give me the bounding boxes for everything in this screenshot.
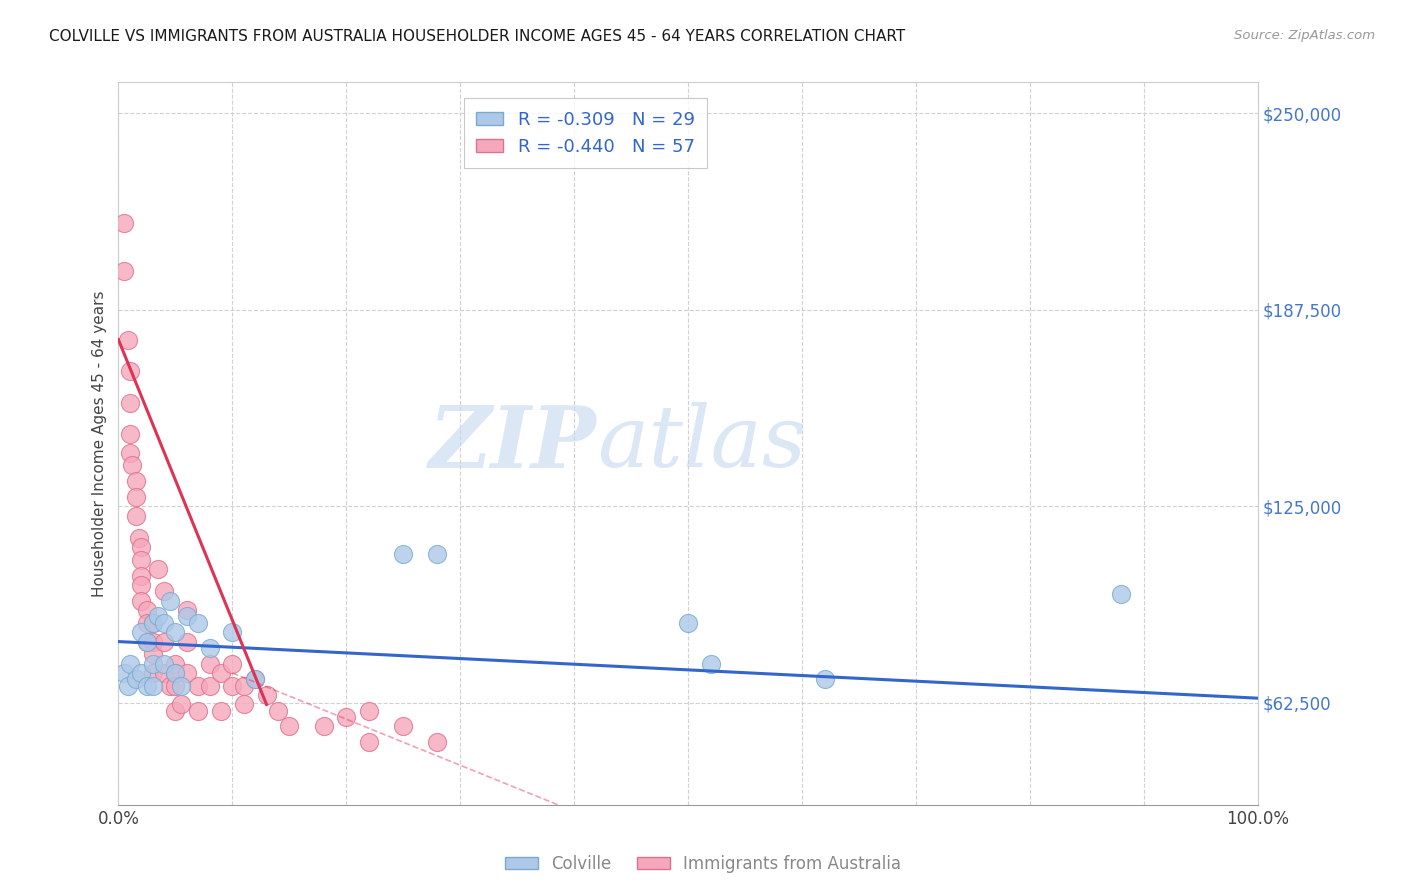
Point: [700, 657, 723, 671]
Point: [278, 719, 301, 733]
Point: [165, 625, 187, 640]
Point: [426, 547, 449, 561]
Point: [129, 568, 152, 582]
Point: [198, 640, 221, 655]
Point: [142, 666, 165, 681]
Point: [426, 735, 449, 749]
Point: [117, 333, 139, 347]
Point: [118, 427, 141, 442]
Point: [118, 657, 141, 671]
Point: [153, 657, 176, 671]
Point: [187, 615, 209, 630]
Point: [159, 593, 181, 607]
Point: [198, 657, 221, 671]
Point: [117, 679, 139, 693]
Point: [118, 364, 141, 378]
Point: [312, 719, 335, 733]
Point: [118, 395, 141, 409]
Y-axis label: Householder Income Ages 45 - 64 years: Householder Income Ages 45 - 64 years: [93, 290, 107, 597]
Point: [165, 657, 187, 671]
Text: ZIP: ZIP: [429, 401, 598, 485]
Point: [135, 679, 157, 693]
Point: [142, 679, 165, 693]
Point: [176, 603, 198, 617]
Point: [153, 666, 176, 681]
Point: [135, 634, 157, 648]
Point: [153, 615, 176, 630]
Text: atlas: atlas: [598, 402, 806, 485]
Point: [170, 679, 193, 693]
Point: [814, 673, 837, 687]
Point: [198, 679, 221, 693]
Point: [112, 216, 135, 230]
Point: [209, 704, 232, 718]
Point: [256, 688, 278, 702]
Legend: R = -0.309   N = 29, R = -0.440   N = 57: R = -0.309 N = 29, R = -0.440 N = 57: [464, 98, 707, 169]
Point: [118, 446, 141, 460]
Point: [159, 679, 181, 693]
Point: [170, 698, 193, 712]
Point: [124, 474, 146, 488]
Point: [124, 490, 146, 504]
Point: [148, 562, 170, 576]
Point: [176, 634, 198, 648]
Point: [392, 719, 415, 733]
Legend: Colville, Immigrants from Australia: Colville, Immigrants from Australia: [498, 848, 908, 880]
Point: [221, 625, 243, 640]
Point: [112, 263, 135, 277]
Point: [135, 615, 157, 630]
Point: [135, 634, 157, 648]
Point: [232, 698, 254, 712]
Point: [176, 609, 198, 624]
Point: [392, 547, 415, 561]
Point: [153, 634, 176, 648]
Point: [142, 647, 165, 661]
Point: [142, 634, 165, 648]
Point: [129, 578, 152, 592]
Point: [142, 657, 165, 671]
Point: [221, 657, 243, 671]
Text: COLVILLE VS IMMIGRANTS FROM AUSTRALIA HOUSEHOLDER INCOME AGES 45 - 64 YEARS CORR: COLVILLE VS IMMIGRANTS FROM AUSTRALIA HO…: [49, 29, 905, 44]
Point: [129, 553, 152, 567]
Point: [357, 704, 380, 718]
Point: [124, 673, 146, 687]
Point: [209, 666, 232, 681]
Point: [142, 615, 165, 630]
Point: [142, 615, 165, 630]
Point: [128, 531, 150, 545]
Point: [676, 615, 699, 630]
Point: [165, 666, 187, 681]
Point: [129, 541, 152, 555]
Point: [165, 679, 187, 693]
Point: [129, 625, 152, 640]
Point: [129, 593, 152, 607]
Point: [112, 666, 135, 681]
Point: [176, 666, 198, 681]
Point: [267, 704, 290, 718]
Point: [1109, 587, 1132, 601]
Point: [335, 710, 357, 724]
Point: [148, 609, 170, 624]
Point: [221, 679, 243, 693]
Point: [243, 673, 266, 687]
Point: [187, 679, 209, 693]
Point: [243, 673, 266, 687]
Point: [165, 666, 187, 681]
Text: Source: ZipAtlas.com: Source: ZipAtlas.com: [1234, 29, 1375, 42]
Point: [153, 584, 176, 599]
Point: [129, 666, 152, 681]
Point: [124, 508, 146, 523]
Point: [232, 679, 254, 693]
Point: [187, 704, 209, 718]
Point: [135, 603, 157, 617]
Point: [121, 458, 143, 473]
Point: [357, 735, 380, 749]
Point: [165, 704, 187, 718]
